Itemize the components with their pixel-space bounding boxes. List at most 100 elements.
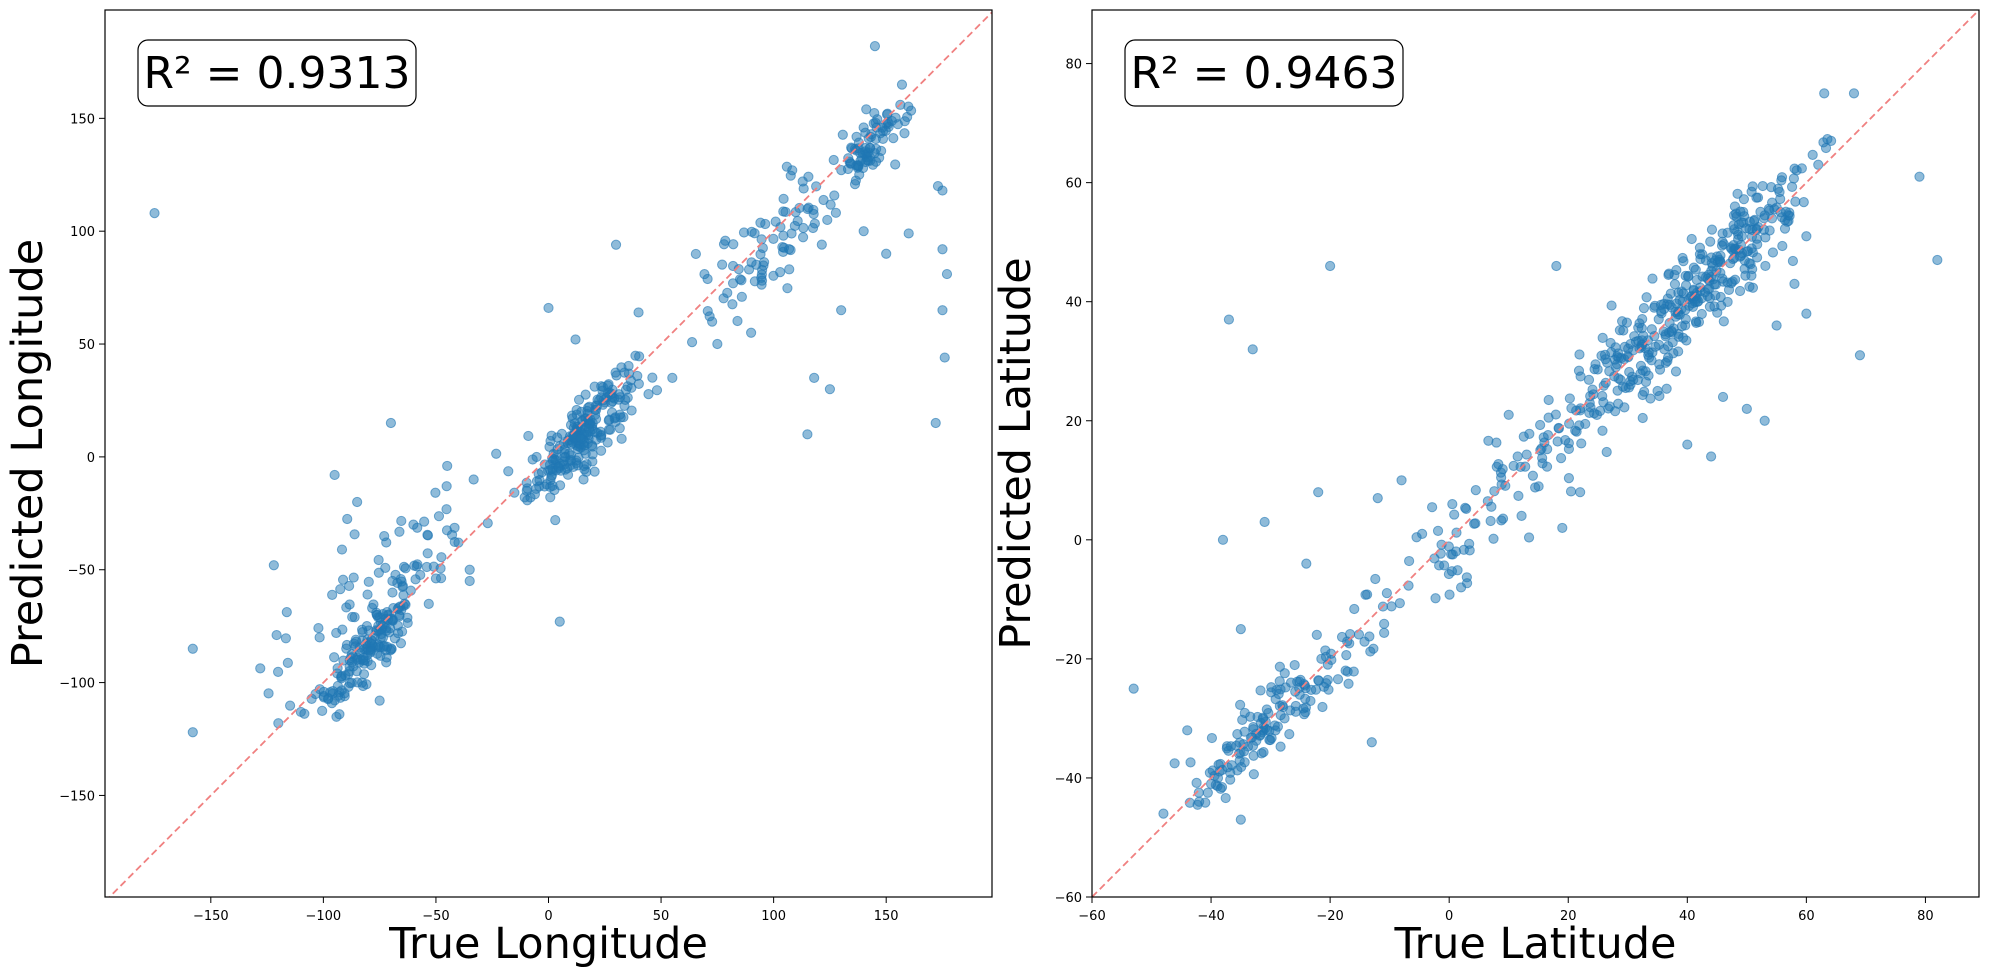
data-point (1284, 728, 1295, 740)
data-point (1396, 475, 1407, 486)
data-point (482, 518, 493, 529)
data-point (1766, 182, 1777, 193)
data-point (616, 433, 627, 444)
data-point (435, 563, 446, 574)
y-axis-label: Predicted Longitude (3, 239, 53, 668)
data-point (430, 487, 441, 498)
data-point (1788, 173, 1799, 184)
data-point (411, 561, 422, 572)
data-point (1714, 254, 1725, 265)
data-point (313, 622, 324, 634)
data-point (1652, 385, 1663, 397)
data-point (797, 176, 808, 187)
data-point (1780, 206, 1792, 217)
data-point (187, 727, 198, 738)
data-point (746, 257, 757, 268)
data-point (746, 327, 757, 338)
data-point (335, 584, 346, 595)
y-axis-label: Predicted Latitude (991, 257, 1041, 650)
y-tick-label: 0 (87, 451, 95, 466)
data-point (379, 640, 390, 651)
data-point (1707, 261, 1718, 272)
data-point (1790, 196, 1801, 207)
data-point (1747, 181, 1758, 192)
data-point (1521, 449, 1532, 460)
data-point (609, 413, 620, 424)
data-point (1801, 308, 1812, 319)
data-point (749, 228, 760, 239)
data-point (727, 278, 739, 289)
data-point (1223, 314, 1235, 325)
data-point (572, 443, 583, 455)
data-point (336, 544, 348, 555)
data-point (317, 705, 328, 716)
data-point (1601, 446, 1612, 458)
data-point (704, 311, 715, 322)
y-tick-label: 20 (1065, 415, 1082, 430)
data-point (1598, 397, 1609, 408)
data-point (1340, 665, 1351, 676)
data-point (781, 161, 792, 172)
data-points (1128, 88, 1943, 825)
data-point (1235, 699, 1246, 711)
data-point (1574, 349, 1585, 360)
data-point (1523, 532, 1535, 543)
data-point (1597, 332, 1608, 343)
data-point (1589, 364, 1600, 375)
data-point (777, 241, 788, 253)
data-point (1217, 534, 1229, 545)
r2-annotation-box (1124, 39, 1404, 107)
data-point (1555, 453, 1567, 464)
data-point (271, 629, 282, 641)
data-point (1325, 260, 1336, 272)
data-point (1619, 341, 1630, 352)
data-point (828, 154, 839, 166)
data-point (1194, 796, 1205, 807)
data-point (441, 504, 452, 515)
data-point (1543, 394, 1554, 406)
data-point (1637, 389, 1648, 401)
data-point (1633, 322, 1644, 333)
data-point (736, 275, 747, 286)
data-point (449, 522, 460, 533)
data-point (1671, 264, 1682, 276)
x-tick-label: 150 (874, 909, 899, 924)
x-tick-label: −40 (1197, 909, 1224, 924)
data-point (1672, 309, 1684, 320)
x-tick-label: −50 (422, 909, 449, 924)
data-point (1444, 589, 1455, 600)
data-point (1673, 346, 1684, 357)
data-point (442, 460, 453, 472)
data-point (433, 511, 445, 522)
data-point (1235, 814, 1246, 825)
data-point (352, 496, 363, 508)
data-point (1638, 303, 1650, 314)
data-point (356, 677, 368, 688)
data-point (1360, 589, 1371, 600)
data-point (1771, 320, 1782, 331)
data-point (722, 287, 733, 298)
data-point (809, 372, 820, 383)
data-point (329, 469, 340, 481)
data-point (281, 606, 292, 618)
data-point (1452, 565, 1463, 576)
data-point (1669, 279, 1681, 290)
data-point (1706, 224, 1718, 235)
data-point (1691, 274, 1702, 286)
data-point (1294, 682, 1305, 694)
data-point (1653, 314, 1664, 325)
data-point (1404, 555, 1415, 567)
data-point (1658, 326, 1669, 337)
data-point (1443, 568, 1455, 580)
data-point (869, 41, 881, 52)
data-point (1257, 712, 1269, 723)
data-point (344, 599, 355, 610)
data-point (1495, 467, 1507, 478)
data-point (1740, 270, 1751, 281)
data-point (573, 394, 585, 405)
data-point (1722, 296, 1733, 308)
data-point (1220, 792, 1231, 804)
data-point (784, 264, 795, 275)
data-point (410, 574, 421, 585)
data-point (1242, 741, 1254, 752)
